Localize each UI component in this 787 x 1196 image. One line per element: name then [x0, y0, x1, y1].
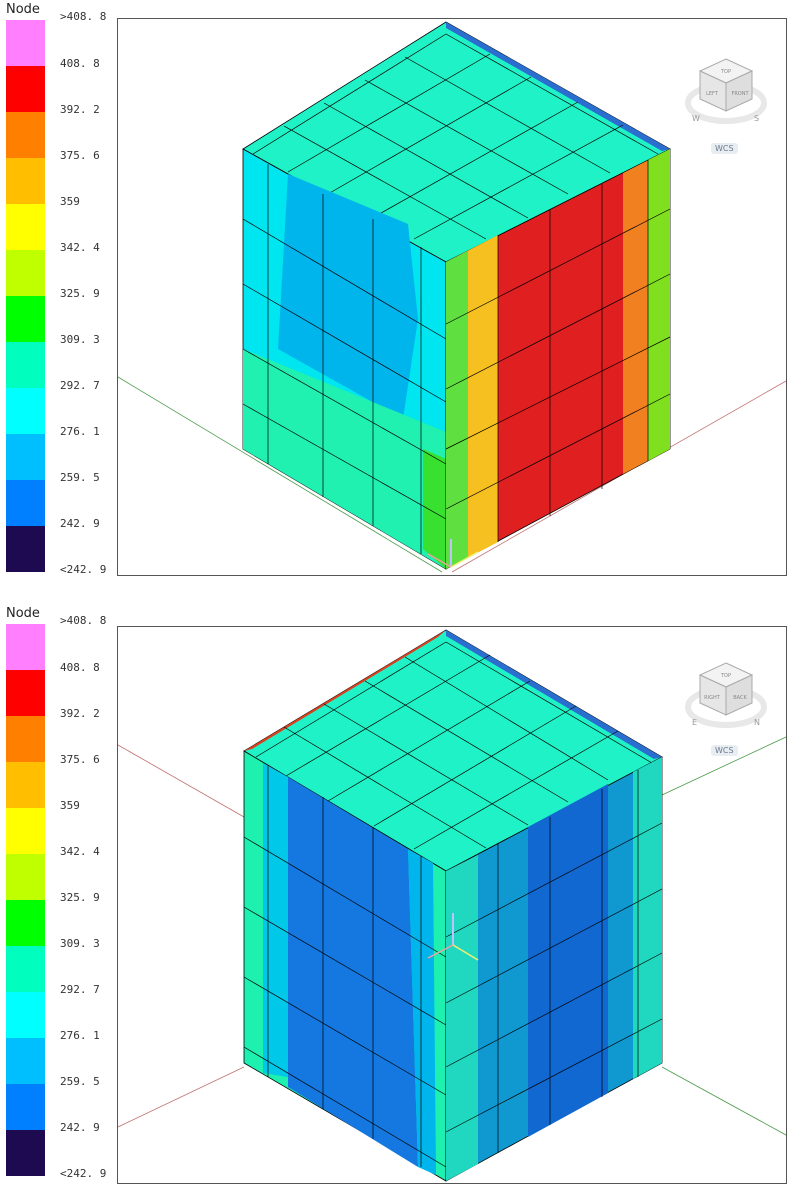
viewcube-right-label: RIGHT [704, 695, 721, 701]
legend-title: Node [6, 2, 40, 17]
legend-color-bar [6, 20, 45, 572]
legend-swatch [6, 296, 45, 342]
legend-swatch [6, 250, 45, 296]
legend-label: 408. 8 [60, 57, 100, 70]
viewcube-front-label: FRONT [731, 91, 749, 97]
legend-label: <242. 9 [60, 1167, 107, 1180]
legend-label: 259. 5 [60, 471, 100, 484]
legend-swatch [6, 946, 45, 992]
legend-swatch [6, 762, 45, 808]
legend-label: 342. 4 [60, 845, 100, 858]
legend-label: 276. 1 [60, 1029, 100, 1042]
left-face-contour-band [278, 174, 418, 419]
model-viewport[interactable]: TOP LEFT FRONT W S WCS [117, 18, 787, 576]
legend-swatch [6, 342, 45, 388]
right-face-mesh [445, 160, 671, 542]
legend-label: 292. 7 [60, 379, 100, 392]
legend-label: 325. 9 [60, 891, 100, 904]
top-face-mesh [252, 33, 659, 240]
legend-swatch [6, 1038, 45, 1084]
compass-n-label: N [754, 718, 760, 727]
legend-label: 276. 1 [60, 425, 100, 438]
legend-swatch [6, 624, 45, 670]
legend-swatch [6, 854, 45, 900]
legend-swatch [6, 20, 45, 66]
legend-label: <242. 9 [60, 563, 107, 576]
legend-swatch [6, 670, 45, 716]
result-panel-bottom: Node >408. 8 408. 8 392. 2 375. 6 359 34… [0, 604, 787, 1196]
legend-label: 342. 4 [60, 241, 100, 254]
model-viewport[interactable]: TOP RIGHT BACK E N WCS [117, 626, 787, 1184]
top-face-mesh [255, 641, 653, 850]
legend-color-bar [6, 624, 45, 1176]
compass-s-label: S [754, 114, 759, 123]
right-face-green-band [648, 149, 670, 461]
cube-contour-plot [118, 21, 786, 573]
legend-label: 242. 9 [60, 1121, 100, 1134]
legend-swatch [6, 1130, 45, 1176]
legend-title: Node [6, 606, 40, 621]
legend-swatch [6, 112, 45, 158]
wcs-menu[interactable]: WCS [711, 143, 738, 154]
legend-swatch [6, 204, 45, 250]
legend-label: 408. 8 [60, 661, 100, 674]
legend-label: 325. 9 [60, 287, 100, 300]
wcs-menu[interactable]: WCS [711, 745, 738, 756]
legend-label: 242. 9 [60, 517, 100, 530]
viewcube-widget[interactable]: TOP LEFT FRONT W S [684, 51, 768, 151]
left-face-lower-band [243, 349, 446, 569]
legend-swatch [6, 158, 45, 204]
viewcube-icon[interactable]: TOP RIGHT BACK E N [684, 655, 768, 739]
legend-label: 359 [60, 195, 80, 208]
legend-swatch [6, 480, 45, 526]
legend-swatch [6, 66, 45, 112]
triad-x-axis [427, 553, 452, 568]
viewcube-top-label: TOP [720, 673, 731, 679]
viewcube-icon[interactable]: TOP LEFT FRONT W S [684, 51, 768, 135]
right-face-blue-band [528, 784, 608, 1137]
axis-line-green [118, 376, 443, 573]
cube-contour-plot [118, 629, 786, 1182]
result-panel-top: Node >408. 8 408. 8 392. 2 375. 6 359 34… [0, 0, 787, 592]
left-face-blue-band [288, 777, 418, 1167]
legend-swatch [6, 1084, 45, 1130]
legend-label: 259. 5 [60, 1075, 100, 1088]
viewcube-widget[interactable]: TOP RIGHT BACK E N [684, 655, 768, 755]
left-face-mesh [242, 164, 447, 554]
left-face-mesh [243, 765, 447, 1168]
legend-label: 309. 3 [60, 333, 100, 346]
legend-label: 359 [60, 799, 80, 812]
legend-swatch [6, 434, 45, 480]
compass-w-label: W [692, 114, 700, 123]
legend-label: 309. 3 [60, 937, 100, 950]
legend-label: >408. 8 [60, 10, 107, 23]
right-face-green-edge [446, 251, 468, 569]
compass-e-label: E [692, 718, 697, 727]
legend-label: 375. 6 [60, 753, 100, 766]
legend-swatch [6, 716, 45, 762]
viewcube-top-label: TOP [720, 69, 731, 75]
viewcube-left-label: LEFT [706, 91, 719, 97]
legend-swatch [6, 900, 45, 946]
triad-y-axis [450, 551, 479, 568]
legend-label: 375. 6 [60, 149, 100, 162]
legend-label: 292. 7 [60, 983, 100, 996]
legend-swatch [6, 992, 45, 1038]
legend-label: 392. 2 [60, 707, 100, 720]
legend-label: 392. 2 [60, 103, 100, 116]
legend-swatch [6, 388, 45, 434]
viewcube-back-label: BACK [733, 695, 747, 701]
top-face-red-edge [244, 630, 446, 751]
legend-swatch [6, 808, 45, 854]
top-face-blue-edge [446, 630, 662, 759]
legend-label: >408. 8 [60, 614, 107, 627]
right-face-mesh [445, 770, 663, 1153]
left-face-green-band [423, 449, 446, 569]
cube-top-edge-strip [446, 22, 670, 151]
legend-swatch [6, 526, 45, 572]
triad-x-axis [427, 944, 454, 959]
triad-y-axis [452, 944, 479, 961]
